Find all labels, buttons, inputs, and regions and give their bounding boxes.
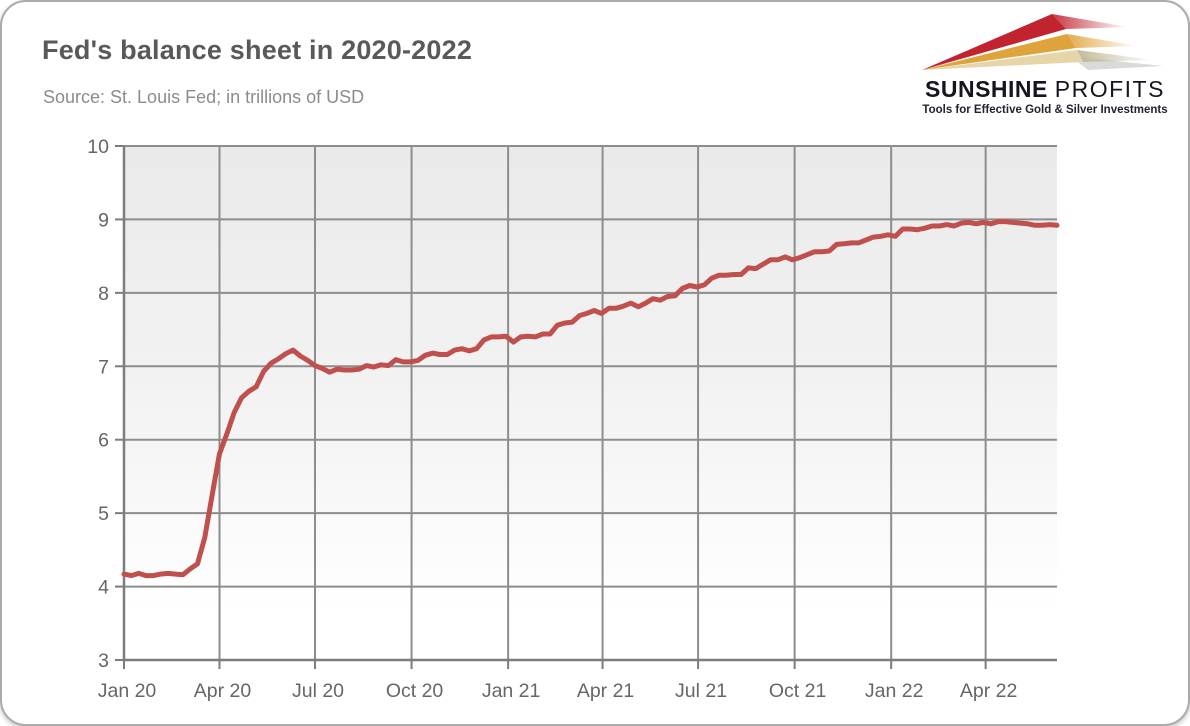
logo-tan-blade [922, 50, 1083, 70]
logo-gold-trail [1067, 34, 1138, 48]
plot-background [124, 146, 1057, 660]
x-axis-label: Apr 21 [577, 680, 634, 702]
sunshine-profits-logo: SUNSHINE PROFITS Tools for Effective Gol… [914, 12, 1176, 116]
x-axis-label: Jan 22 [865, 680, 924, 702]
x-axis-label: Jan 20 [98, 680, 157, 702]
logo-red-trail [1052, 14, 1128, 29]
y-axis-label: 5 [98, 503, 109, 525]
chart-source-note: Source: St. Louis Fed; in trillions of U… [43, 87, 365, 107]
y-axis-label: 9 [98, 209, 109, 231]
y-axis-label: 10 [87, 136, 109, 158]
logo-gold-blade [922, 34, 1076, 70]
y-axis-label: 7 [98, 356, 109, 378]
logo-tagline: Tools for Effective Gold & Silver Invest… [922, 104, 1168, 116]
logo-word-profits: PROFITS [1054, 76, 1165, 102]
logo-tan-trail [1077, 50, 1155, 62]
x-axis-label: Oct 20 [386, 680, 444, 702]
x-axis-label: Apr 20 [194, 680, 252, 702]
x-axis-label: Jul 21 [675, 680, 727, 702]
y-axis-label: 3 [98, 650, 109, 672]
logo-red-blade [922, 14, 1066, 70]
y-axis-label: 6 [98, 430, 109, 452]
x-axis-label: Oct 21 [769, 680, 826, 702]
logo-arrows-icon [922, 14, 1163, 70]
y-axis-label: 4 [98, 577, 109, 599]
x-axis-label: Apr 22 [960, 680, 1017, 702]
logo-word-sunshine: SUNSHINE [925, 76, 1048, 102]
line-chart: 3 4 5 6 7 8 9 10 Jan 20 Apr 20 Jul 20 Oct 20 Jan 21 A… [87, 136, 1060, 702]
x-axis-label: Jan 21 [482, 680, 541, 702]
x-axis-label: Jul 20 [292, 680, 344, 702]
data-line [121, 219, 1060, 579]
logo-wordmark: SUNSHINE PROFITS [925, 76, 1165, 103]
page-title: Fed's balance sheet in 2020-2022 [42, 35, 473, 65]
y-axis-label: 8 [98, 283, 109, 305]
